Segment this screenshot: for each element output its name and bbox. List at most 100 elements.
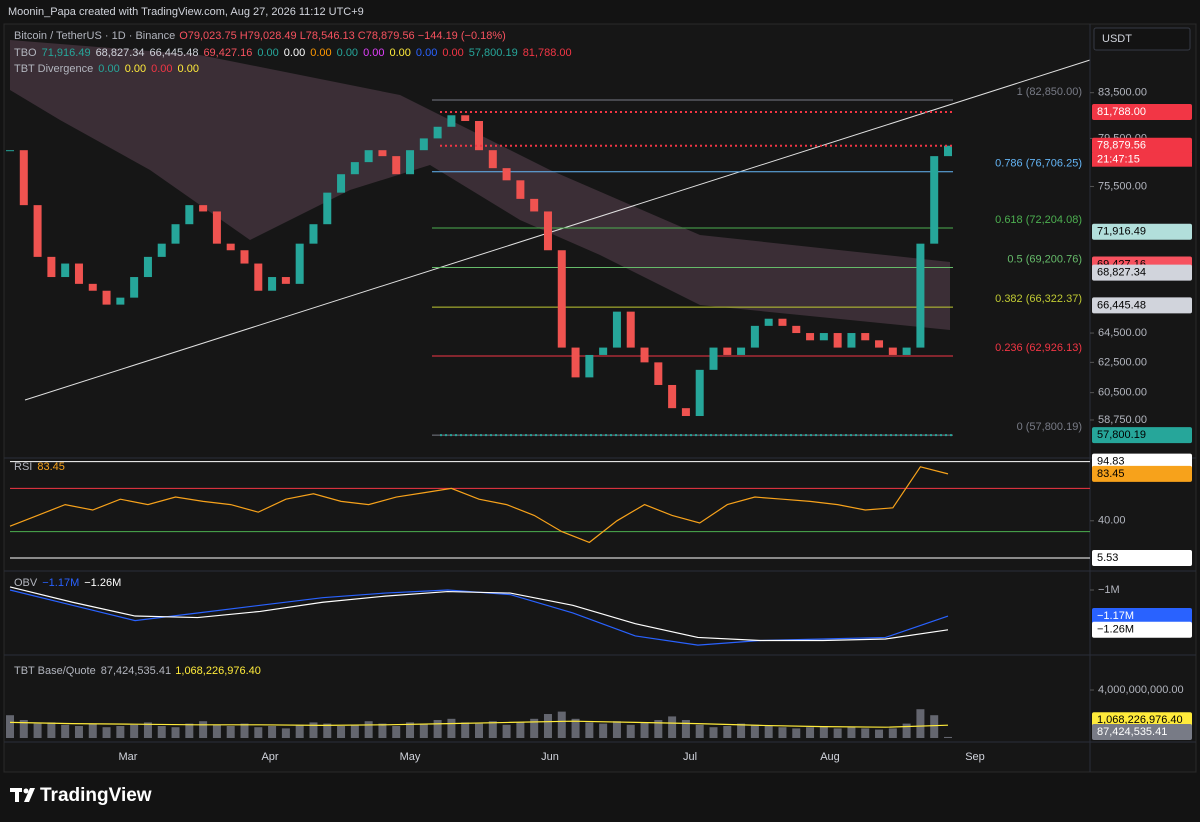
candle: [723, 347, 732, 355]
volume-bar: [833, 728, 842, 738]
pane-title-part: OBV: [14, 577, 38, 589]
candle: [612, 311, 621, 348]
indicator-value: 0.00: [442, 47, 463, 59]
volume-bar: [806, 727, 815, 738]
candle: [516, 180, 525, 199]
volume-bar: [88, 723, 97, 738]
candle: [847, 333, 856, 348]
indicator-value: 0.00: [416, 47, 437, 59]
y-tick-label: 40.00: [1098, 515, 1126, 527]
chart-frame: [3, 23, 1197, 773]
candle: [930, 156, 939, 244]
x-tick-label: Jul: [683, 751, 697, 763]
trend-line: [24, 59, 1091, 401]
fib-label: 0.236 (62,926.13): [995, 342, 1082, 354]
volume-bar: [171, 727, 180, 738]
candle: [185, 205, 194, 225]
attribution: Moonin_Papa created with TradingView.com…: [8, 6, 364, 18]
pane-title-part: RSI: [14, 461, 32, 473]
pane-title-part: TBT Base/Quote: [14, 665, 96, 677]
last-value-label-box: [1092, 465, 1192, 482]
candle: [640, 347, 649, 363]
volume-bar: [337, 726, 346, 738]
candle: [557, 250, 566, 348]
last-value-label: 87,424,535.41: [1097, 726, 1167, 738]
indicator-value: 69,427.16: [203, 47, 252, 59]
price-label: 57,800.19: [1097, 429, 1146, 441]
legend-symbol: Bitcoin / TetherUS · 1D · Binance O79,023…: [14, 30, 506, 42]
currency-box[interactable]: [1093, 27, 1191, 51]
candle: [447, 115, 456, 127]
pane-title: TBT Base/Quote 87,424,535.41 1,068,226,976…: [14, 665, 261, 677]
candle: [875, 340, 884, 348]
candle: [916, 243, 925, 348]
logo-mark: [23, 788, 29, 794]
volume-bar: [930, 715, 939, 738]
volume-bar: [557, 711, 566, 738]
volume-bar: [116, 726, 125, 738]
candle: [157, 243, 166, 257]
indicator-value: 0.00: [310, 47, 331, 59]
volume-bar: [902, 723, 911, 738]
price-label: 78,879.56: [1097, 140, 1146, 152]
last-value-label-box: [1092, 621, 1192, 638]
y-tick-label: 58,750.00: [1098, 414, 1147, 426]
fib-label: 0 (57,800.19): [1017, 421, 1082, 433]
candle: [350, 162, 359, 175]
volume-bar: [778, 727, 787, 738]
fib-label: 0.786 (76,706.25): [995, 158, 1082, 170]
volume-bar: [861, 728, 870, 738]
candle: [750, 325, 759, 348]
x-tick-label: Jun: [541, 751, 559, 763]
volume-bar: [626, 724, 635, 738]
volume-bar: [6, 715, 14, 738]
candle: [433, 126, 442, 139]
volume-bar: [419, 723, 428, 738]
candle: [543, 211, 552, 251]
last-value-label: 1,068,226,976.40: [1097, 714, 1183, 726]
volume-bar: [47, 722, 56, 738]
candle: [268, 277, 277, 291]
candle: [309, 224, 318, 244]
indicator-value: 0.00: [98, 63, 119, 75]
volume-bar: [130, 724, 139, 738]
candle: [240, 250, 249, 264]
volume-bar: [102, 727, 111, 738]
volume-bar: [475, 723, 483, 738]
candle: [295, 243, 304, 284]
price-label-box: [1092, 297, 1192, 314]
indicator-name: TBO: [14, 47, 37, 59]
indicator-value: 0.00: [125, 63, 146, 75]
last-value-label: 83.45: [1097, 468, 1125, 480]
candle: [281, 277, 290, 284]
y-tick-label: −1M: [1098, 584, 1120, 596]
indicator-value: 0.00: [151, 63, 172, 75]
volume-ma: [9, 720, 949, 728]
volume-bar: [309, 722, 318, 738]
volume-bar: [530, 718, 539, 738]
candle: [130, 277, 139, 298]
fib-label: 0.5 (69,200.76): [1007, 253, 1082, 265]
candle: [475, 121, 483, 151]
legend-tbt: TBT Divergence 0.00 0.00 0.00 0.00: [14, 63, 199, 75]
volume-bar: [792, 728, 801, 738]
candle: [502, 168, 511, 181]
candle: [944, 145, 952, 157]
volume-bar: [240, 723, 249, 738]
volume-bar: [199, 721, 208, 738]
volume-bar: [585, 722, 594, 738]
logo-mark: [15, 788, 19, 802]
volume-bar: [74, 726, 83, 738]
fib-label: 1 (82,850.00): [1017, 86, 1082, 98]
fib-label: 0.618 (72,204.08): [995, 214, 1082, 226]
candle: [599, 347, 608, 355]
price-label-box: [1092, 223, 1192, 240]
candle: [6, 150, 14, 152]
y-tick-label: 64,500.00: [1098, 327, 1147, 339]
countdown-box: [1092, 152, 1192, 167]
volume-bar: [571, 718, 580, 738]
candle: [737, 347, 746, 355]
candle: [654, 362, 663, 385]
pane-title-part: 1,068,226,976.40: [175, 665, 261, 677]
